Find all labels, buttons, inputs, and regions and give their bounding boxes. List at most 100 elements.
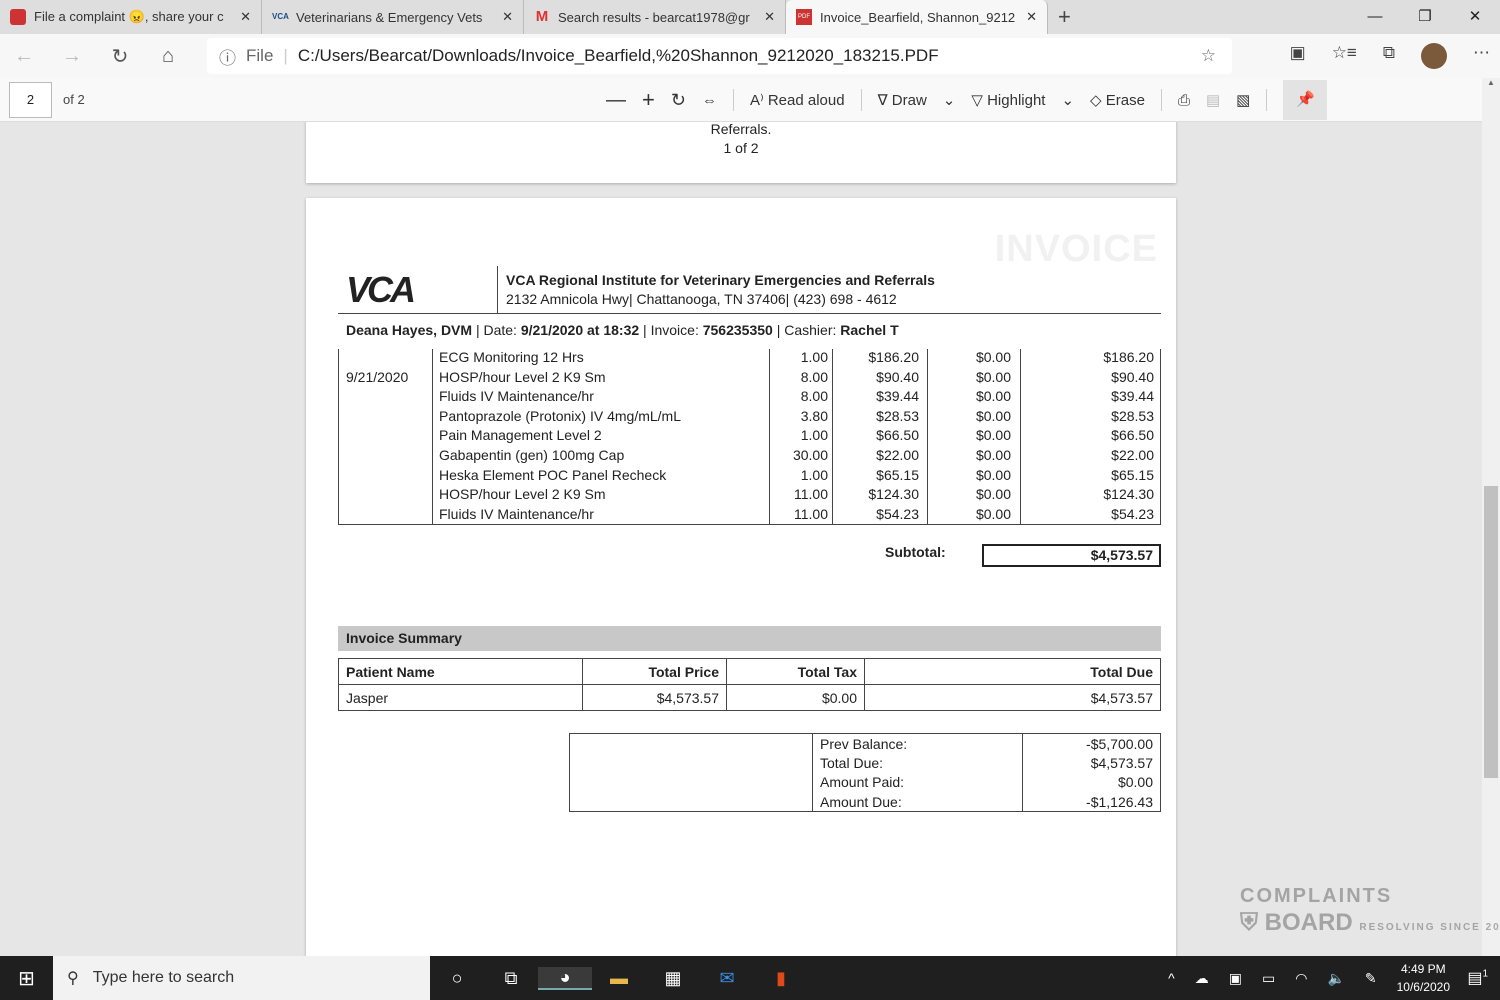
item-price: $65.15: [876, 466, 919, 483]
onedrive-icon[interactable]: ☁: [1194, 969, 1209, 986]
draw-button[interactable]: ∇ Draw: [877, 92, 927, 109]
task-view-icon[interactable]: ⧉: [504, 967, 518, 988]
gmail-icon: M: [535, 8, 549, 25]
item-total: $66.50: [1111, 427, 1154, 444]
erase-button[interactable]: ◇ Erase: [1090, 92, 1145, 109]
balance-label: Total Due:: [812, 753, 1023, 773]
item-price: $54.23: [876, 505, 919, 522]
item-desc: Pain Management Level 2: [439, 427, 602, 444]
pdf-toolbar: 2 of 2 — + ↻ ⇔ A⁾ Read aloud ∇ Draw ⌄ ▽ …: [0, 78, 1500, 122]
draw-dropdown-icon[interactable]: ⌄: [942, 92, 956, 109]
url-text: C:/Users/Bearcat/Downloads/Invoice_Bearf…: [297, 46, 939, 65]
close-window-button[interactable]: ✕: [1468, 8, 1482, 25]
line-item-row: 9/21/2020 HOSP/hour Level 2 K9 Sm 8.00 $90.…: [339, 369, 1162, 389]
windows-start-icon[interactable]: ⊞: [18, 967, 35, 990]
tray-overflow-icon[interactable]: ^: [1168, 970, 1175, 986]
item-desc: Gabapentin (gen) 100mg Cap: [439, 447, 625, 463]
save-icon[interactable]: ▤: [1205, 92, 1221, 109]
rotate-icon[interactable]: ↻: [670, 89, 686, 110]
office-icon[interactable]: ▮: [776, 967, 786, 988]
notifications-icon[interactable]: ▤1: [1467, 968, 1488, 987]
tab-invoice-pdf[interactable]: PDF Invoice_Bearfield, Shannon_9212 ✕: [786, 0, 1048, 34]
more-icon[interactable]: ⋯: [1473, 43, 1490, 62]
item-qty: 1.00: [800, 427, 828, 444]
page-number-input[interactable]: 2: [9, 82, 52, 118]
item-total: $54.23: [1111, 505, 1154, 522]
pen-icon[interactable]: ✎: [1364, 969, 1377, 986]
close-tab-icon[interactable]: ✕: [240, 9, 251, 24]
balance-label: Amount Due:: [812, 792, 1023, 812]
battery-icon[interactable]: ▭: [1261, 969, 1276, 986]
wifi-icon[interactable]: ◠: [1295, 969, 1308, 986]
store-icon[interactable]: ▦: [664, 967, 682, 988]
page-text: Referrals.: [710, 122, 772, 137]
highlight-button[interactable]: ▽ Highlight: [971, 92, 1046, 109]
refresh-icon[interactable]: ↻: [111, 45, 129, 68]
item-tax: $0.00: [975, 388, 1011, 405]
file-explorer-icon[interactable]: ▬: [610, 967, 628, 988]
taskbar: ⊞ ⚲ Type here to search ○ ⧉ ◕ ▬ ▦ ✉ ▮ ^ ☁…: [0, 956, 1500, 1000]
clock[interactable]: 4:49 PM 10/6/2020: [1396, 962, 1450, 994]
favorite-star-icon[interactable]: ☆: [1200, 46, 1216, 65]
close-tab-icon[interactable]: ✕: [764, 9, 775, 24]
cortana-icon[interactable]: ○: [451, 967, 463, 988]
tab-complaint[interactable]: File a complaint 😠, share your c ✕: [0, 0, 262, 34]
item-desc: Fluids IV Maintenance/hr: [439, 505, 594, 522]
address-bar-row: ← → ↻ ⌂ ⓘ File | C:/Users/Bearcat/Downlo…: [0, 34, 1500, 78]
balance-row: Prev Balance: -$5,700.00: [569, 733, 1161, 754]
avatar[interactable]: [1421, 43, 1447, 69]
pin-toolbar-icon[interactable]: 📌: [1283, 80, 1328, 120]
item-tax: $0.00: [975, 349, 1011, 365]
info-icon: ⓘ: [219, 48, 236, 68]
item-price: $28.53: [876, 407, 919, 424]
item-price: $39.44: [876, 388, 919, 405]
item-desc: HOSP/hour Level 2 K9 Sm: [439, 368, 606, 385]
invoice-watermark: INVOICE: [994, 228, 1158, 270]
tab-bar: File a complaint 😠, share your c ✕ VCA Vet…: [0, 0, 1500, 34]
item-tax: $0.00: [975, 447, 1011, 463]
item-qty: 1.00: [800, 349, 828, 365]
save-as-icon[interactable]: ▧: [1236, 92, 1251, 109]
close-tab-icon[interactable]: ✕: [502, 9, 513, 24]
subtotal-label: Subtotal:: [885, 544, 946, 560]
back-icon[interactable]: ←: [14, 44, 34, 67]
item-tax: $0.00: [975, 486, 1011, 503]
item-total: $39.44: [1111, 388, 1154, 405]
home-icon[interactable]: ⌂: [161, 44, 175, 67]
print-icon[interactable]: ⎙: [1177, 91, 1190, 109]
zoom-out-icon[interactable]: —: [606, 88, 626, 111]
highlight-dropdown-icon[interactable]: ⌄: [1061, 92, 1075, 109]
minimize-button[interactable]: —: [1367, 8, 1383, 25]
volume-icon[interactable]: 🔈: [1327, 969, 1345, 986]
fit-page-icon[interactable]: ⇔: [701, 91, 717, 109]
eraser-icon: ◇: [1090, 92, 1102, 109]
item-total: $90.40: [1111, 368, 1154, 385]
forward-icon[interactable]: →: [62, 44, 82, 67]
invoice-summary-title: Invoice Summary: [338, 626, 1161, 651]
item-qty: 3.80: [800, 407, 828, 424]
restore-button[interactable]: ❐: [1418, 8, 1432, 25]
scrollbar[interactable]: ▲: [1482, 78, 1500, 956]
mail-icon[interactable]: ✉: [719, 967, 735, 988]
favorites-icon[interactable]: ☆≡: [1331, 43, 1357, 62]
item-price: $90.40: [876, 368, 919, 385]
address-input[interactable]: ⓘ File | C:/Users/Bearcat/Downloads/Invo…: [207, 38, 1232, 74]
item-qty: 30.00: [792, 447, 828, 463]
scrollbar-thumb[interactable]: [1484, 486, 1498, 778]
item-qty: 11.00: [794, 486, 828, 503]
zoom-in-icon[interactable]: +: [642, 87, 655, 112]
extension-icon[interactable]: ▣: [1289, 43, 1306, 62]
read-aloud-button[interactable]: A⁾ Read aloud: [749, 92, 845, 109]
pdf-icon: PDF: [796, 9, 812, 25]
edge-icon[interactable]: ◕: [538, 966, 592, 990]
line-item-row: Fluids IV Maintenance/hr 8.00 $39.44 $0.00 $…: [339, 388, 1162, 408]
close-tab-icon[interactable]: ✕: [1026, 9, 1037, 24]
item-price: $124.30: [868, 486, 919, 503]
collections-icon[interactable]: ⧉: [1382, 43, 1395, 62]
tab-vca[interactable]: VCA Veterinarians & Emergency Vets ✕: [262, 0, 524, 34]
taskbar-search[interactable]: ⚲ Type here to search: [53, 956, 430, 1000]
clinic-name: VCA Regional Institute for Veterinary Em…: [506, 272, 935, 288]
tray-app-icon[interactable]: ▣: [1228, 969, 1242, 986]
new-tab-button[interactable]: +: [1058, 4, 1071, 29]
tab-gmail[interactable]: M Search results - bearcat1978@gr ✕: [524, 0, 786, 34]
